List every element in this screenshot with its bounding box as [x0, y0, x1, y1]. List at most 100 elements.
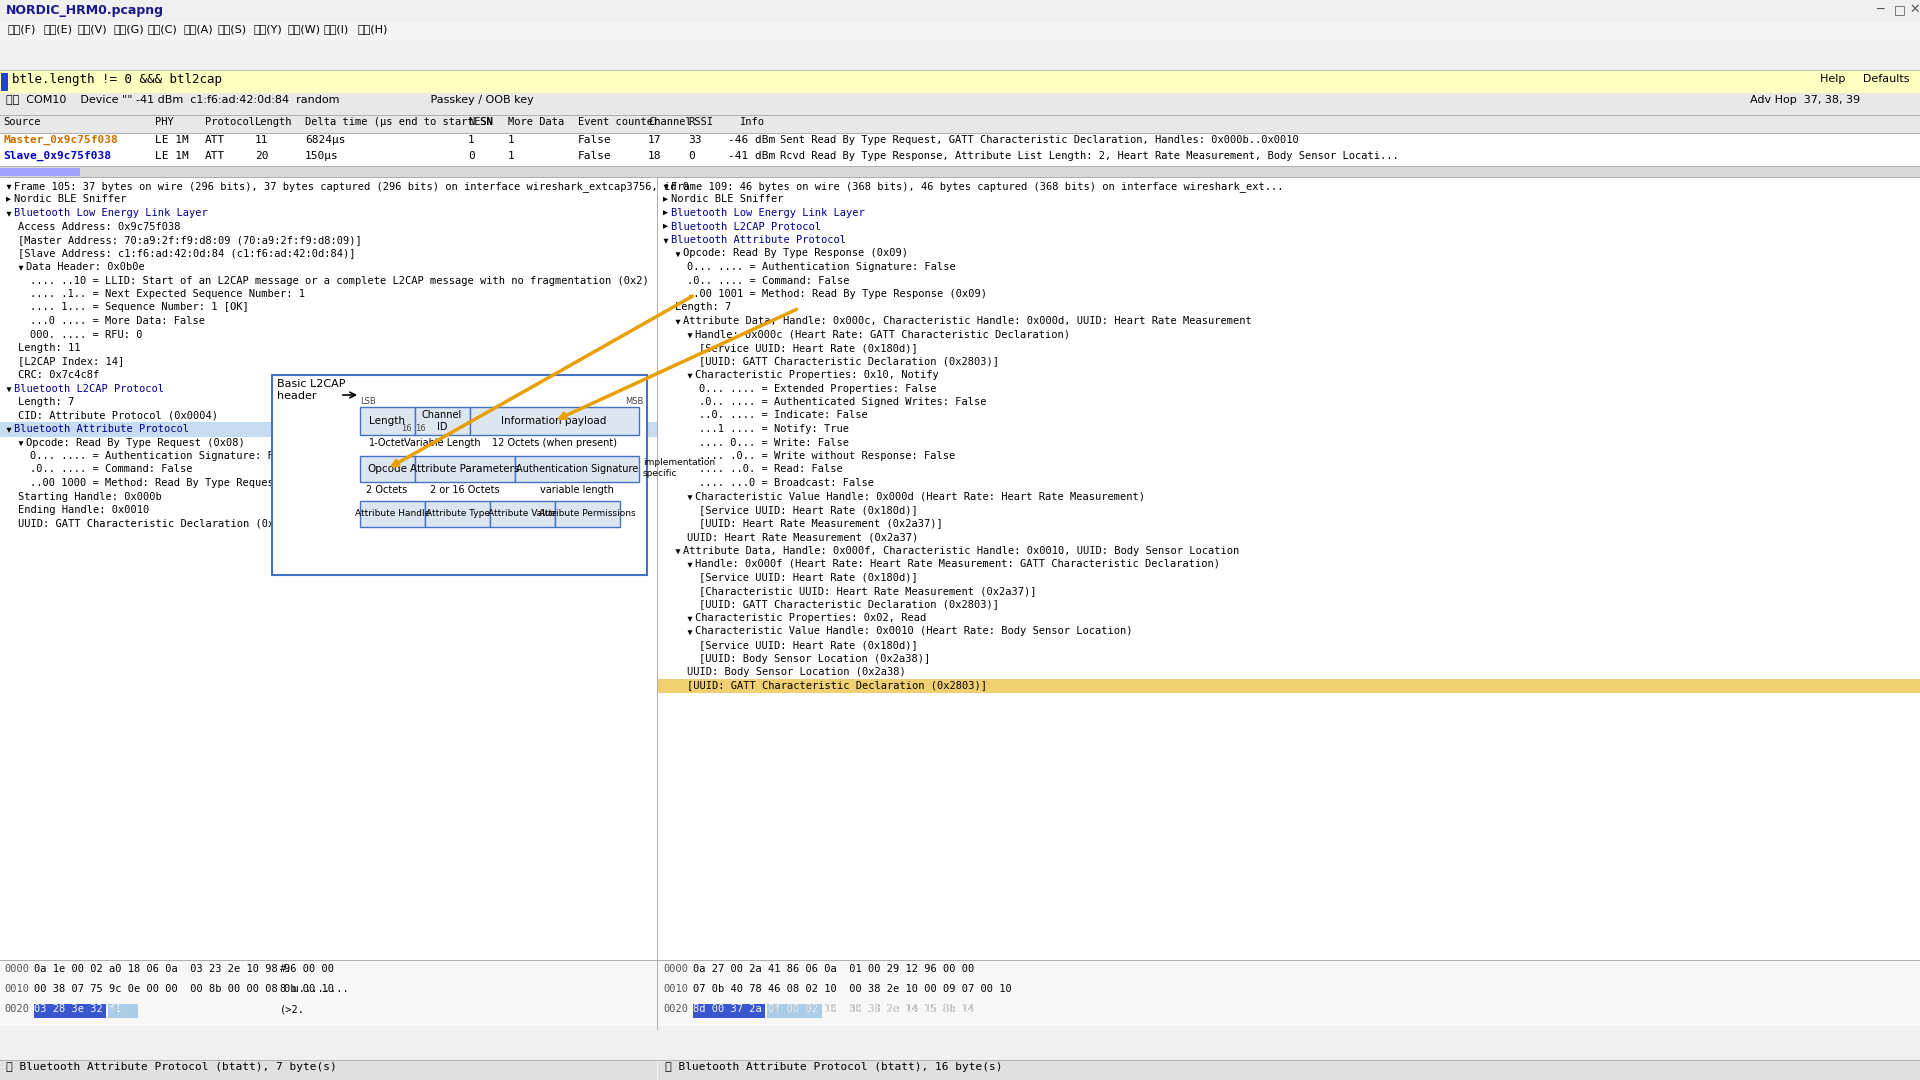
- Bar: [0, 22, 1920, 40]
- Text: 150µs: 150µs: [305, 151, 338, 161]
- Bar: [515, 456, 639, 482]
- Polygon shape: [664, 185, 668, 190]
- Text: Bluetooth Low Energy Link Layer: Bluetooth Low Energy Link Layer: [13, 208, 207, 218]
- Bar: [766, 1004, 822, 1018]
- Polygon shape: [662, 211, 668, 215]
- Text: 0000: 0000: [4, 964, 29, 974]
- Text: [L2CAP Index: 14]: [L2CAP Index: 14]: [17, 356, 125, 366]
- Text: variable length: variable length: [540, 485, 614, 495]
- Text: Slave_0x9c75f038: Slave_0x9c75f038: [4, 151, 111, 161]
- Polygon shape: [19, 442, 23, 446]
- Text: 0... .... = Authentication Signature: False: 0... .... = Authentication Signature: Fa…: [31, 451, 300, 461]
- Text: UUID: GATT Characteristic Declaration (0x2803): UUID: GATT Characteristic Declaration (0…: [17, 518, 305, 528]
- Text: 33: 33: [687, 135, 701, 145]
- Text: 0... .... = Authentication Signature: False: 0... .... = Authentication Signature: Fa…: [687, 262, 956, 272]
- Polygon shape: [6, 197, 12, 202]
- Bar: [555, 501, 620, 527]
- Polygon shape: [676, 550, 680, 554]
- Text: ...1 .... = Notify: True: ...1 .... = Notify: True: [699, 424, 849, 434]
- Text: 1-Octet: 1-Octet: [369, 438, 405, 448]
- Bar: [490, 501, 555, 527]
- Text: Bluetooth Attribute Protocol: Bluetooth Attribute Protocol: [670, 235, 847, 245]
- Text: 8 u........: 8 u........: [280, 984, 349, 994]
- Text: 0a 1e 00 02 a0 18 06 0a  03 23 2e 10 98 96 00 00: 0a 1e 00 02 a0 18 06 0a 03 23 2e 10 98 9…: [35, 964, 334, 974]
- Text: Opcode: Read By Type Request (0x08): Opcode: Read By Type Request (0x08): [27, 437, 244, 447]
- Text: Source: Source: [4, 117, 40, 127]
- Text: 帮助(H): 帮助(H): [357, 24, 388, 33]
- Text: Access Address: 0x9c75f038: Access Address: 0x9c75f038: [17, 221, 180, 231]
- Text: Sent Read By Type Request, GATT Characteristic Declaration, Handles: 0x000b..0x0: Sent Read By Type Request, GATT Characte…: [780, 135, 1298, 145]
- Text: Attribute Data, Handle: 0x000f, Characteristic Handle: 0x0010, UUID: Body Sensor: Attribute Data, Handle: 0x000f, Characte…: [684, 545, 1238, 555]
- Text: 1: 1: [509, 135, 515, 145]
- Bar: [659, 178, 1920, 960]
- Text: #.: #.: [280, 964, 292, 974]
- Bar: [415, 407, 470, 435]
- Polygon shape: [687, 496, 693, 500]
- Polygon shape: [6, 388, 12, 392]
- Text: 03 28 3e 32 f1: 03 28 3e 32 f1: [35, 1004, 121, 1014]
- Bar: [415, 456, 515, 482]
- Polygon shape: [6, 212, 12, 217]
- Bar: [2, 73, 8, 91]
- Text: -41 dBm: -41 dBm: [728, 151, 776, 161]
- Text: 0: 0: [687, 151, 695, 161]
- Text: .0.. .... = Command: False: .0.. .... = Command: False: [31, 464, 192, 474]
- Bar: [0, 71, 1920, 93]
- Polygon shape: [687, 563, 693, 568]
- Text: Help     Defaults     Log: Help Defaults Log: [1820, 75, 1920, 84]
- Text: 000. .... = RFU: 0: 000. .... = RFU: 0: [31, 329, 142, 339]
- Text: Length: 7: Length: 7: [17, 397, 75, 407]
- Text: 无线(W): 无线(W): [288, 24, 321, 33]
- Text: ─: ─: [1876, 3, 1884, 16]
- Text: Bluetooth L2CAP Protocol: Bluetooth L2CAP Protocol: [670, 221, 822, 231]
- Text: Attribute Permissions: Attribute Permissions: [540, 510, 636, 518]
- Bar: [0, 167, 1920, 177]
- Bar: [0, 0, 1920, 22]
- Text: LE 1M: LE 1M: [156, 135, 188, 145]
- Text: Nordic BLE Sniffer: Nordic BLE Sniffer: [13, 194, 127, 204]
- Text: 0020: 0020: [662, 1004, 687, 1014]
- Text: 07 0b 40 78 46 08 02 10  00 38 2e 10 00 09 07 00 10: 07 0b 40 78 46 08 02 10 00 38 2e 10 00 0…: [693, 984, 1012, 994]
- Text: .0.. .... = Authenticated Signed Writes: False: .0.. .... = Authenticated Signed Writes:…: [699, 397, 987, 407]
- Text: 工具(I): 工具(I): [323, 24, 348, 33]
- Polygon shape: [19, 266, 23, 271]
- Text: False: False: [578, 151, 612, 161]
- Bar: [273, 375, 647, 575]
- Text: ...0 .... = More Data: False: ...0 .... = More Data: False: [31, 316, 205, 326]
- Text: 编辑(E): 编辑(E): [42, 24, 73, 33]
- Text: Starting Handle: 0x000b: Starting Handle: 0x000b: [17, 491, 161, 501]
- Bar: [424, 501, 490, 527]
- Text: UUID: Heart Rate Measurement (0x2a37): UUID: Heart Rate Measurement (0x2a37): [687, 532, 918, 542]
- Text: [Characteristic UUID: Heart Rate Measurement (0x2a37)]: [Characteristic UUID: Heart Rate Measure…: [699, 586, 1037, 596]
- Text: LE 1M: LE 1M: [156, 151, 188, 161]
- Text: specific: specific: [643, 469, 678, 478]
- Text: 🔒 Bluetooth Attribute Protocol (btatt), 7 byte(s): 🔒 Bluetooth Attribute Protocol (btatt), …: [6, 1062, 336, 1072]
- Bar: [0, 40, 1920, 70]
- Polygon shape: [676, 320, 680, 325]
- Text: Length: Length: [369, 416, 405, 426]
- Text: ✕: ✕: [1910, 3, 1920, 16]
- Bar: [470, 407, 639, 435]
- Bar: [0, 150, 1920, 166]
- Text: Channel: Channel: [649, 117, 691, 127]
- Bar: [361, 501, 424, 527]
- Bar: [659, 678, 1920, 693]
- Text: [Service UUID: Heart Rate (0x180d)]: [Service UUID: Heart Rate (0x180d)]: [699, 343, 918, 353]
- Bar: [693, 1004, 764, 1018]
- Text: Attribute Value: Attribute Value: [488, 510, 557, 518]
- Text: 2 or 16 Octets: 2 or 16 Octets: [430, 485, 499, 495]
- Text: Info: Info: [739, 117, 764, 127]
- Text: 12 Octets (when present): 12 Octets (when present): [492, 438, 616, 448]
- Text: [UUID: Heart Rate Measurement (0x2a37)]: [UUID: Heart Rate Measurement (0x2a37)]: [699, 518, 943, 528]
- Text: Basic L2CAP: Basic L2CAP: [276, 379, 346, 389]
- Text: 11: 11: [255, 135, 269, 145]
- Text: 0010: 0010: [662, 984, 687, 994]
- Text: 电话(Y): 电话(Y): [253, 24, 282, 33]
- Polygon shape: [687, 631, 693, 635]
- Text: UUID: Body Sensor Location (0x2a38): UUID: Body Sensor Location (0x2a38): [687, 667, 906, 677]
- Text: 2 Octets: 2 Octets: [367, 485, 407, 495]
- Text: 0a 27 00 2a 41 86 06 0a  01 00 29 12 96 00 00: 0a 27 00 2a 41 86 06 0a 01 00 29 12 96 0…: [693, 964, 973, 974]
- Bar: [659, 960, 1920, 1026]
- Bar: [0, 168, 81, 176]
- Text: btle.length != 0 &&& btl2cap: btle.length != 0 &&& btl2cap: [12, 73, 223, 86]
